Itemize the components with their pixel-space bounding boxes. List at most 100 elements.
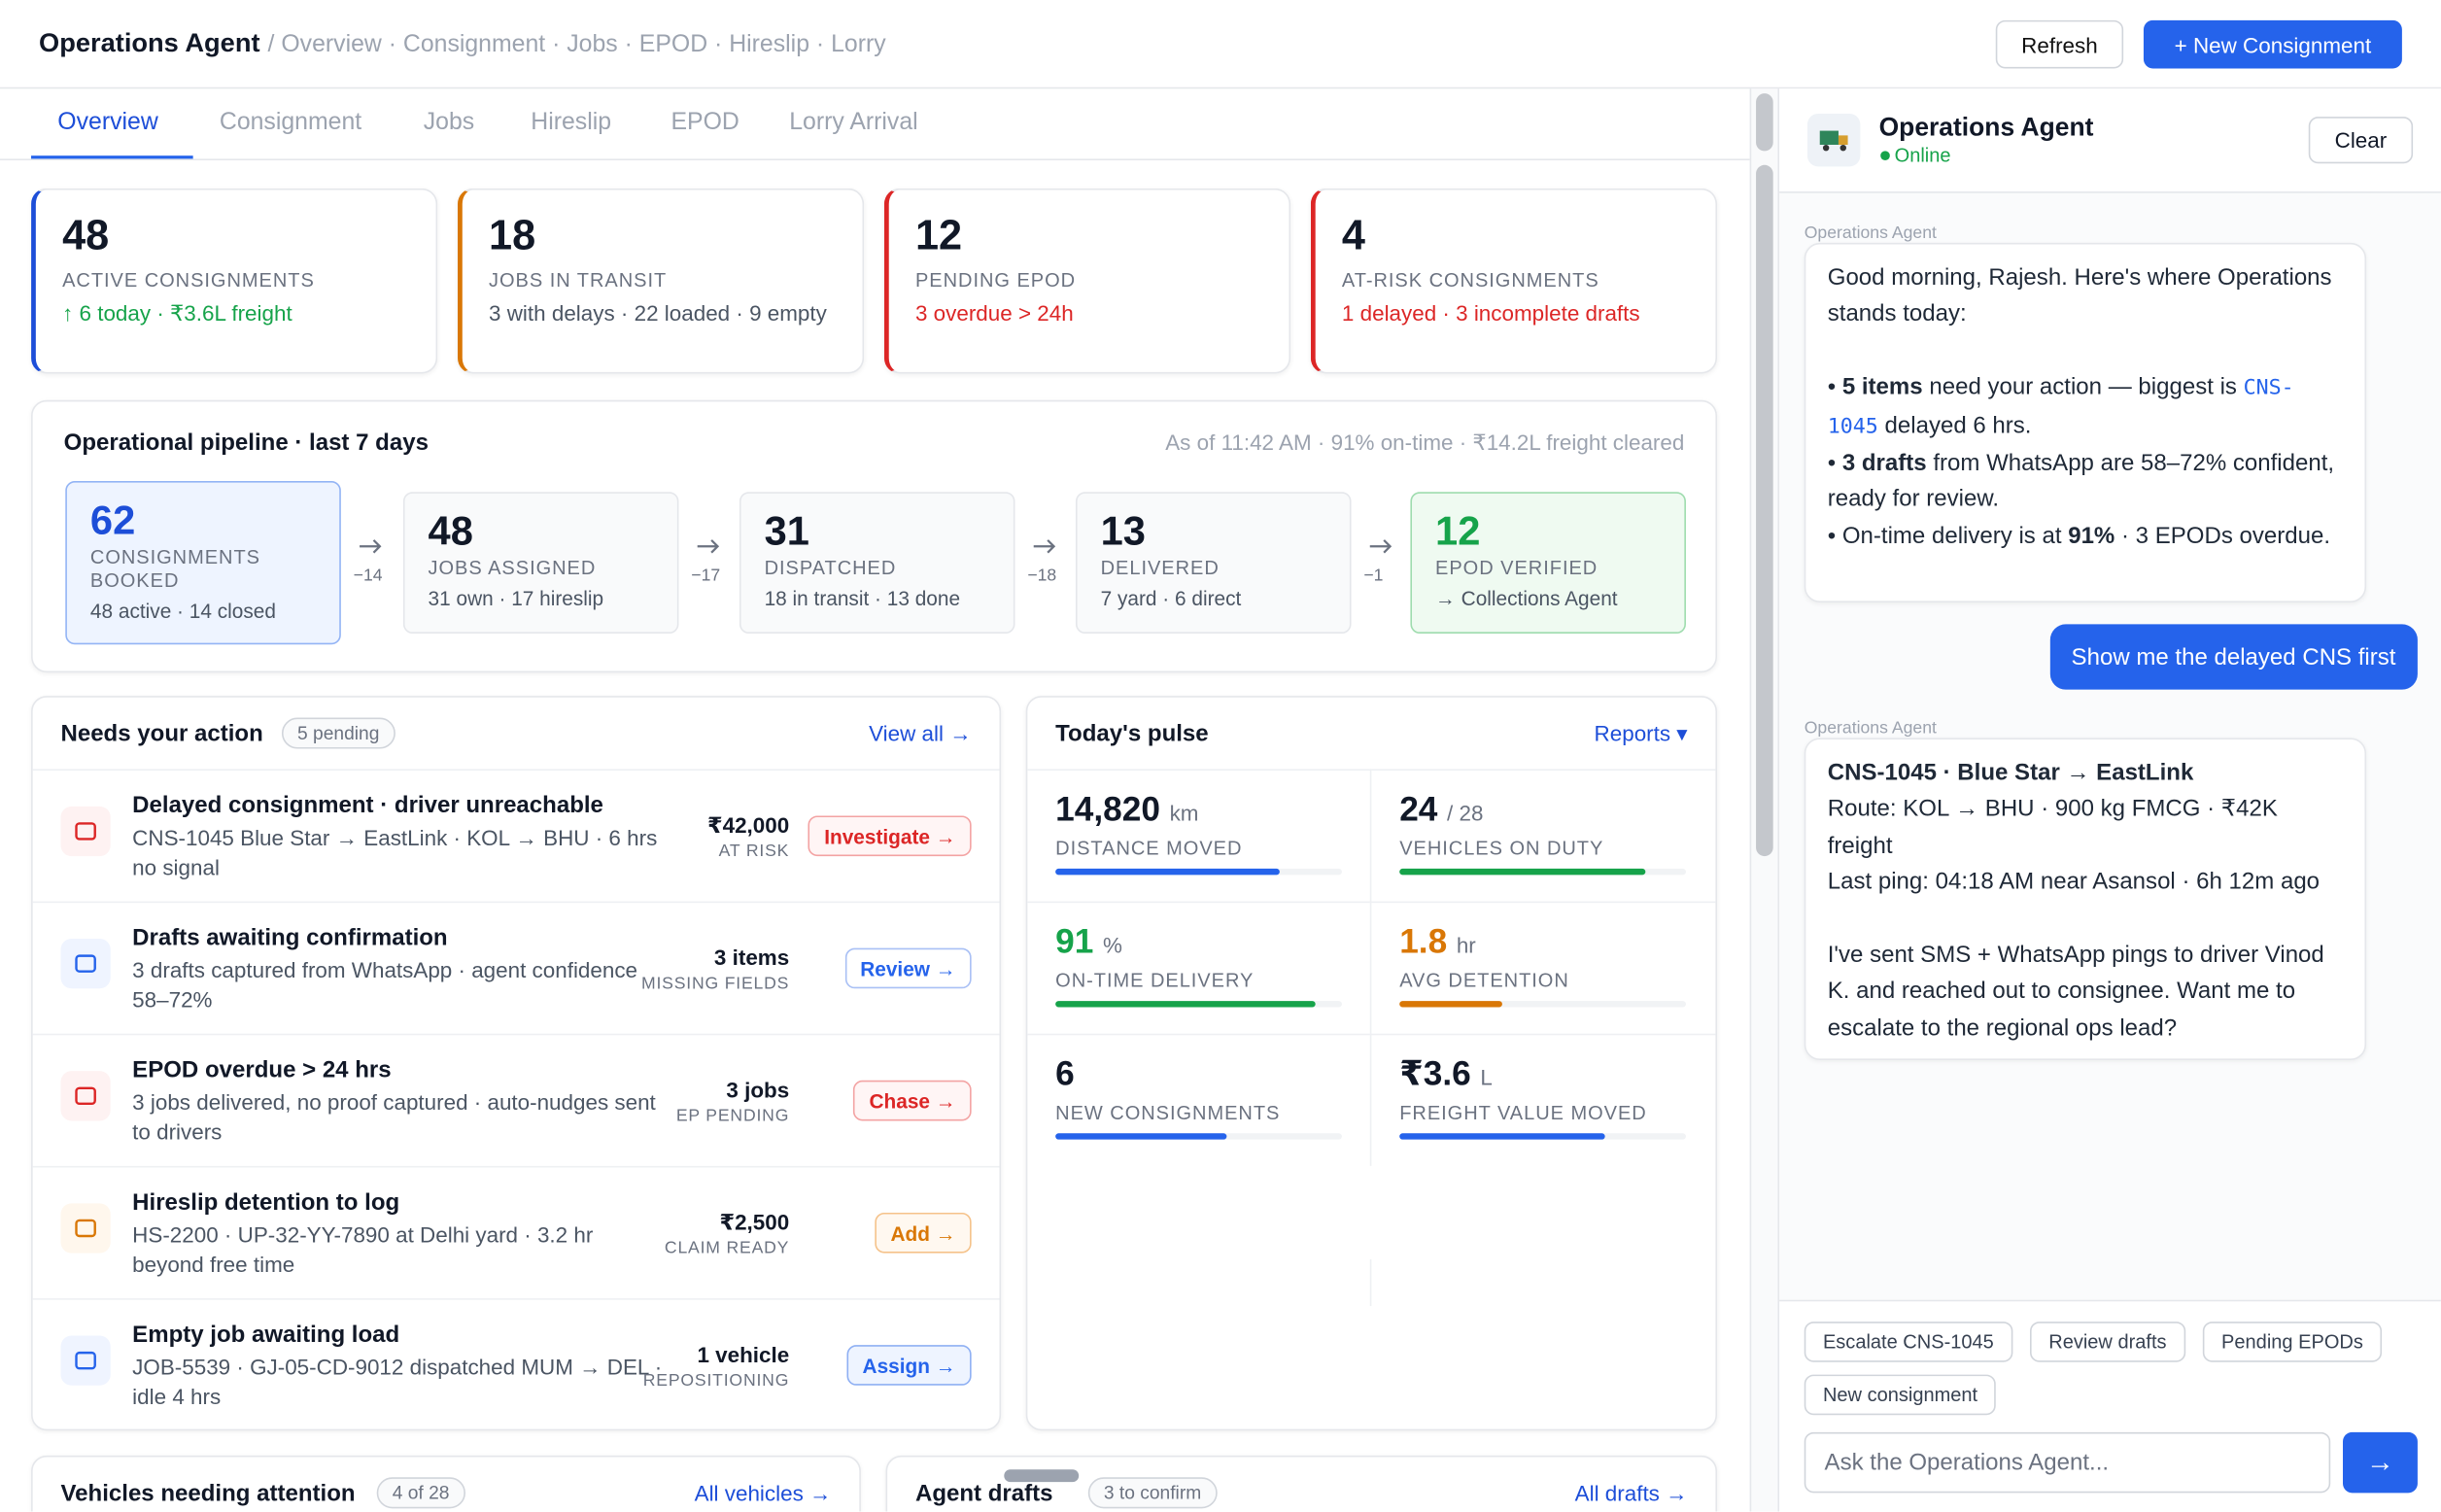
chat-input[interactable]: Ask the Operations Agent... (1804, 1431, 2331, 1494)
stage-note: 7 yard · 6 direct (1100, 586, 1242, 610)
pipeline-stage: 48 JOBS ASSIGNED 31 own · 17 hireslip (402, 492, 679, 635)
metric-bar (1055, 1133, 1342, 1140)
action-icon (60, 1071, 111, 1121)
action-button[interactable]: Review → (844, 947, 972, 989)
suggestion-chip[interactable]: New consignment (1804, 1374, 1997, 1416)
metric-value: 91% (1055, 921, 1122, 962)
metric-value: 1.8 hr (1399, 921, 1476, 962)
action-icon (60, 806, 111, 857)
action-row: Empty job awaiting load JOB-5539 · GJ-05-… (32, 1298, 1000, 1430)
tab[interactable]: Consignment (219, 109, 362, 136)
action-row: Delayed consignment · driver unreachable… (32, 769, 1000, 901)
stage-value: 12 (1435, 507, 1481, 555)
message-bold: 91% (2068, 522, 2115, 550)
actions-card: Needs your action 5 pending View all → Dela… (31, 696, 1002, 1431)
kpi-label: ACTIVE CONSIGNMENTS (62, 269, 315, 292)
tab[interactable]: EPOD (670, 109, 739, 136)
metric-label: ON-TIME DELIVERY (1055, 970, 1255, 992)
action-amount-label: EP PENDING (675, 1107, 790, 1126)
message-bold: 3 drafts (1841, 450, 1927, 477)
metric-value: ₹3.6 L (1399, 1054, 1493, 1095)
kpi-value: 12 (914, 211, 963, 258)
stage-value: 62 (89, 497, 136, 544)
tab[interactable]: Hireslip (531, 109, 612, 136)
action-button[interactable]: Chase → (853, 1080, 972, 1121)
metric-unit: / 28 (1447, 800, 1484, 826)
reports-link[interactable]: Reports ▾ (1594, 720, 1688, 746)
tab[interactable]: Jobs (423, 109, 475, 136)
stage-label: EPOD VERIFIED (1435, 557, 1599, 579)
bottom-card-badge: 3 to confirm (1087, 1477, 1218, 1509)
truck-icon (1819, 130, 1848, 152)
metric-bar (1399, 868, 1686, 876)
stage-label: DELIVERED (1100, 557, 1220, 579)
action-amount: 1 vehicle (697, 1341, 790, 1367)
app-title: Operations Agent (39, 27, 260, 58)
metric-value: 14,820 km (1055, 789, 1198, 830)
pipeline-stage: 12 EPOD VERIFIED → Collections Agent (1410, 492, 1686, 635)
send-button[interactable]: → (2343, 1431, 2418, 1494)
view-all-link[interactable]: View all → (869, 720, 972, 746)
metric-bar (1399, 1001, 1686, 1008)
stage-delta: −17 (691, 567, 721, 586)
metric-label: FREIGHT VALUE MOVED (1399, 1102, 1647, 1124)
bottom-card-badge: 4 of 28 (376, 1477, 465, 1509)
stage-arrow (1369, 539, 1392, 554)
sender-label: Operations Agent (1804, 719, 1937, 739)
user-message: Show me the delayed CNS first (2049, 624, 2418, 690)
kpi-value: 18 (489, 211, 536, 258)
metric-label: NEW CONSIGNMENTS (1055, 1102, 1281, 1124)
bottom-card-link[interactable]: All vehicles → (694, 1480, 832, 1506)
action-row: Drafts awaiting confirmation 3 drafts cap… (32, 901, 1000, 1034)
message-line: I've sent SMS + WhatsApp pings to driver… (1827, 942, 2324, 1042)
suggestion-chip[interactable]: Review drafts (2030, 1322, 2185, 1362)
suggestion-chip[interactable]: Pending EPODs (2202, 1322, 2383, 1362)
action-amount: ₹2,500 (719, 1209, 790, 1235)
metric-number: 24 (1399, 789, 1438, 829)
stage-value: 31 (764, 507, 809, 555)
pulse-metric: 14,820 km DISTANCE MOVED (1027, 769, 1370, 901)
metric-unit: hr (1456, 932, 1476, 958)
new-consignment-button[interactable]: + New Consignment (2143, 19, 2402, 69)
action-button[interactable]: Investigate → (808, 815, 972, 857)
tab[interactable]: Overview (57, 109, 158, 136)
action-amount-label: CLAIM READY (664, 1239, 790, 1258)
action-button[interactable]: Assign → (846, 1345, 972, 1386)
metric-unit: km (1169, 800, 1199, 826)
metric-number: 6 (1055, 1053, 1075, 1093)
metric-number: 91 (1055, 921, 1094, 961)
kpi-note: 1 delayed · 3 incomplete drafts (1341, 300, 1640, 326)
suggestion-chip[interactable]: Escalate CNS-1045 (1804, 1322, 2013, 1362)
message-line: • 3 drafts from WhatsApp are 58–72% conf… (1828, 445, 2343, 518)
kpi-value: 48 (62, 211, 110, 258)
agent-message: Good morning, Rajesh. Here's where Opera… (1804, 242, 2367, 602)
message-text: · 3 EPODs overdue. (2114, 522, 2331, 550)
message-line: Good morning, Rajesh. Here's where Opera… (1828, 260, 2343, 333)
message-line: • On-time delivery is at 91% · 3 EPODs o… (1828, 518, 2343, 554)
metric-label: AVG DETENTION (1399, 970, 1569, 992)
metric-unit: L (1480, 1064, 1493, 1090)
bottom-card-title: Vehicles needing attention (60, 1480, 356, 1507)
action-title: EPOD overdue > 24 hrs (132, 1056, 392, 1083)
stage-arrow (1033, 539, 1056, 554)
action-icon (60, 1335, 111, 1386)
bottom-card-link[interactable]: All drafts → (1574, 1480, 1688, 1506)
scroll-thumb (1756, 93, 1773, 152)
actions-title: Needs your action (60, 720, 263, 747)
stage-note: → Collections Agent (1435, 586, 1618, 610)
tab[interactable]: Lorry Arrival (789, 109, 918, 136)
clear-button[interactable]: Clear (2308, 117, 2414, 164)
breadcrumb: / Overview · Consignment · Jobs · EPOD ·… (267, 31, 886, 58)
icon-glyph (75, 1086, 96, 1106)
refresh-button[interactable]: Refresh (1995, 19, 2124, 69)
chat-footer: Escalate CNS-1045 Review drafts Pending EP… (1779, 1299, 2441, 1512)
stage-label: CONSIGNMENTS BOOKED (89, 546, 261, 592)
stage-delta: −18 (1027, 567, 1057, 586)
action-button[interactable]: Add → (875, 1212, 972, 1254)
action-amount-label: MISSING FIELDS (640, 974, 790, 994)
message-link[interactable]: CNS-1045 (1827, 375, 2294, 439)
bottom-card: Agent drafts 3 to confirm All drafts → (885, 1455, 1718, 1512)
input-placeholder: Ask the Operations Agent... (1824, 1449, 2110, 1476)
metric-label: DISTANCE MOVED (1055, 837, 1243, 860)
